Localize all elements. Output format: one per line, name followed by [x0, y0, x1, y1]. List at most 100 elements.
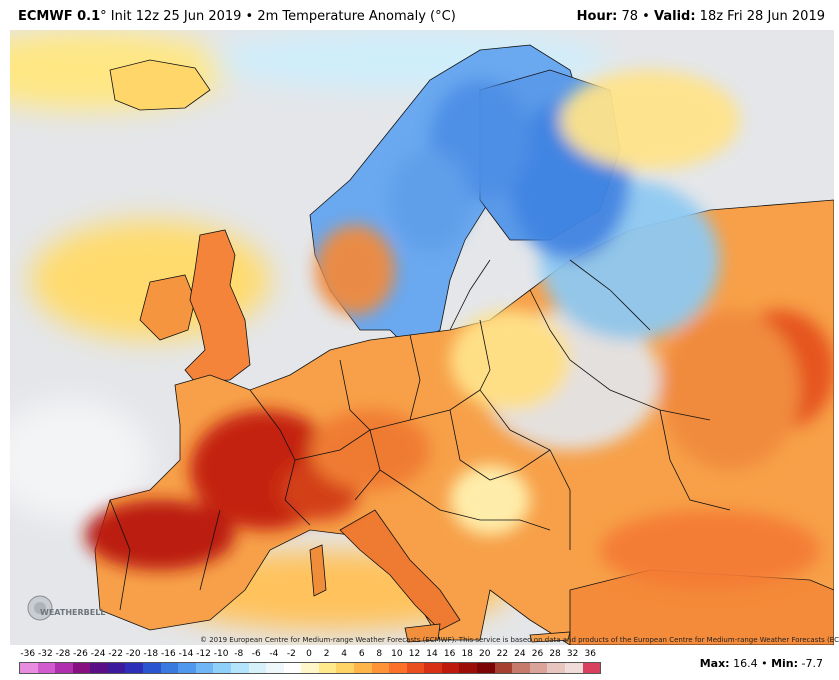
legend-swatch: [564, 663, 583, 673]
legend-swatch: [582, 663, 601, 673]
legend-tick-label: 10: [391, 649, 403, 659]
legend-swatch: [266, 663, 284, 673]
legend-swatch: [371, 663, 390, 673]
legend-tick-label: -4: [269, 649, 279, 659]
legend-swatch: [72, 663, 91, 673]
legend-swatch: [406, 663, 425, 673]
hour-value: 78: [621, 9, 639, 24]
max-min-stats: Max: 16.4 • Min: -7.7: [700, 657, 823, 670]
legend-swatch: [529, 663, 548, 673]
legend-swatch: [547, 663, 565, 673]
legend-tick-label: 18: [461, 649, 473, 659]
ireland: [139, 274, 196, 341]
legend-bar: [19, 662, 601, 674]
min-label: Min:: [771, 657, 799, 670]
legend-tick-label: 12: [408, 649, 421, 659]
weatherbell-logo: [27, 595, 53, 621]
legend-swatch: [55, 663, 73, 673]
valid-bullet: •: [642, 9, 650, 24]
hour-label: Hour:: [576, 9, 618, 24]
iceland: [109, 59, 211, 111]
legend-tick-label: 22: [496, 649, 509, 659]
map-header: ECMWF 0.1° Init 12z 25 Jun 2019 • 2m Tem…: [0, 0, 839, 30]
legend-swatch: [459, 663, 478, 673]
product-name: 2m Temperature Anomaly (°C): [257, 9, 456, 24]
valid-label: Valid:: [653, 9, 696, 24]
legend-tick-label: 16: [443, 649, 456, 659]
legend-tick-label: -22: [108, 649, 124, 659]
country-borders: [109, 259, 731, 611]
init-time: Init 12z 25 Jun 2019: [110, 9, 242, 24]
legend-tick-label: 14: [426, 649, 438, 659]
valid-info: Hour: 78 • Valid: 18z Fri 28 Jun 2019: [577, 9, 825, 24]
legend-tick-label: -12: [196, 649, 211, 659]
map-title: ECMWF 0.1° Init 12z 25 Jun 2019 • 2m Tem…: [18, 9, 456, 24]
legend-tick-label: 4: [341, 649, 348, 659]
legend-tick-label: -16: [161, 649, 176, 659]
logo-label: WEATHERBELL: [40, 608, 106, 617]
legend-swatch: [143, 663, 161, 673]
legend-swatch: [90, 663, 108, 673]
legend-tick-label: 28: [549, 649, 561, 659]
legend-swatch: [178, 663, 196, 673]
title-bullet: •: [245, 9, 254, 24]
legend-swatch: [160, 663, 179, 673]
legend-tick-label: -28: [55, 649, 71, 659]
max-label: Max:: [699, 657, 730, 670]
legend-ticks: -36 -32 -28 -26 -24 -22 -20 -18 -16 -14 -12 -10 -8 -6…: [19, 649, 599, 661]
max-value: 16.4: [733, 657, 758, 670]
legend-tick-label: 8: [376, 649, 383, 659]
legend-tick-label: 6: [358, 649, 365, 659]
legend-swatch: [512, 663, 530, 673]
legend-tick-label: 24: [514, 649, 526, 659]
sicily: [404, 623, 441, 643]
legend-tick-label: -14: [178, 649, 194, 659]
model-degree: °: [100, 9, 107, 24]
min-value: -7.7: [801, 657, 823, 670]
legend-tick-label: -26: [73, 649, 88, 659]
legend-tick-label: -36: [20, 649, 36, 659]
legend-swatch: [477, 663, 495, 673]
logo-text: WEATHERBELL: [18, 598, 105, 628]
legend-swatch: [230, 663, 249, 673]
legend-swatch: [424, 663, 442, 673]
legend-tick-label: 26: [531, 649, 544, 659]
copyright-credit: © 2019 European Centre for Medium-range …: [200, 636, 839, 644]
legend-swatch: [301, 663, 319, 673]
italy: [339, 509, 461, 631]
legend-swatch: [125, 663, 144, 673]
valid-value: 18z Fri 28 Jun 2019: [699, 9, 825, 24]
legend-tick-label: -20: [125, 649, 141, 659]
legend-swatch: [213, 663, 231, 673]
legend-tick-label: 32: [566, 649, 579, 659]
crete: [529, 631, 571, 643]
legend-swatch: [441, 663, 460, 673]
legend-swatch: [494, 663, 513, 673]
legend-tick-label: 36: [584, 649, 596, 659]
legend-swatch: [389, 663, 407, 673]
anomaly-blobs: [85, 70, 834, 590]
stats-bullet: •: [761, 657, 768, 670]
legend-swatch: [318, 663, 337, 673]
legend-tick-label: -2: [286, 649, 296, 659]
legend-swatch: [37, 663, 56, 673]
legend-tick-label: 0: [306, 649, 312, 659]
color-legend: -36 -32 -28 -26 -24 -22 -20 -18 -16 -14 -12 -10 -8 -6…: [19, 649, 601, 677]
legend-tick-label: 20: [479, 649, 491, 659]
sardinia: [309, 544, 327, 597]
legend-tick-label: -10: [213, 649, 229, 659]
legend-tick-label: -8: [234, 649, 244, 659]
legend-tick-label: -18: [143, 649, 159, 659]
legend-tick-label: -32: [38, 649, 53, 659]
model-name: ECMWF 0.1: [18, 9, 101, 24]
legend-swatch: [107, 663, 126, 673]
legend-swatch: [353, 663, 372, 673]
legend-tick-label: -24: [90, 649, 106, 659]
legend-tick-label: 2: [323, 649, 330, 659]
legend-swatch: [283, 663, 302, 673]
legend-swatch: [195, 663, 214, 673]
anomaly-map: [10, 30, 834, 645]
legend-swatch: [20, 663, 38, 673]
legend-tick-label: -6: [251, 649, 261, 659]
legend-swatch: [336, 663, 354, 673]
